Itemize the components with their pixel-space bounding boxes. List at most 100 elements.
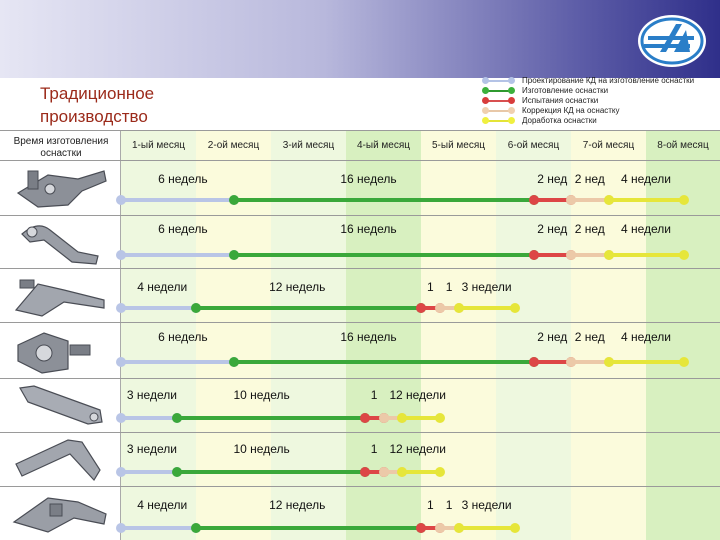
timeline-node-correction [434,303,445,313]
fixture-frame-icon [12,497,107,533]
timeline-node-test [528,250,539,260]
timeline-node-rework [509,303,520,313]
timeline-segment-manufacture [177,416,365,420]
timeline-segment-correction [383,470,403,474]
timeline-node-correction [434,523,445,533]
timeline-segment-rework [608,253,684,257]
timeline-segment-correction [571,198,609,202]
duration-label-test: 1 [370,388,378,402]
duration-label-rework: 4 недели [620,172,672,186]
legend-item-manufacture: Изготовление оснастки [482,86,718,96]
month-label-1: 1-ый месяц [131,140,186,151]
month-label-2: 2-ой месяц [207,140,260,151]
duration-label-rework: 4 недели [620,330,672,344]
timeline-segment-rework [458,306,515,310]
legend-item-rework: Доработка оснастки [482,116,718,126]
duration-label-design: 6 недель [158,172,208,186]
timeline-segment-test [533,360,571,364]
timeline-segment-correction [571,360,609,364]
duration-label-design: 6 недель [158,222,208,236]
timeline-node-rework [678,357,689,367]
duration-label-test: 2 нед [537,330,568,344]
timeline-segment-manufacture [196,526,421,530]
timeline-node-design [116,413,126,423]
timeline-segment-rework [458,526,515,530]
month-column-5 [421,130,496,540]
month-column-3 [271,130,346,540]
duration-label-correction: 2 нед [574,330,605,344]
timeline-segment-design [121,198,234,202]
timeline-node-manufacture [228,357,239,367]
row-separator [0,486,720,487]
duration-label-correction: 1 [389,442,397,456]
duration-label-rework: 3 недели [461,280,512,294]
timeline-node-test [528,357,539,367]
timeline-node-test [528,195,539,205]
timeline-node-rework [603,195,614,205]
timeline-node-rework [453,523,464,533]
fixture-link-icon [19,385,103,425]
legend-item-correction: Коррекция КД на оснастку [482,106,718,116]
timeline-segment-manufacture [233,360,534,364]
duration-label-test: 1 [370,442,378,456]
timeline-node-correction [378,467,389,477]
timeline-node-test [416,523,426,533]
timeline-node-design [116,523,126,533]
timeline-node-manufacture [191,523,201,533]
page-title-line-2: производство [40,107,148,126]
duration-label-correction: 1 [389,388,397,402]
timeline-segment-manufacture [196,306,421,310]
duration-label-rework: 4 недели [620,222,672,236]
row-separator [0,268,720,269]
timeline-node-test [416,303,426,313]
duration-label-test: 2 нед [537,172,568,186]
timeline-segment-design [121,306,196,310]
timeline-node-correction [378,413,389,423]
timeline-node-rework [397,467,408,477]
duration-label-design: 3 недели [126,388,177,402]
legend-label: Изготовление оснастки [522,86,609,95]
timeline-segment-correction [383,416,403,420]
timeline-node-rework [603,250,614,260]
timeline-segment-design [121,253,234,257]
month-label-3: 3-ий месяц [282,140,335,151]
fixture-lever-icon [14,279,105,317]
row-separator [0,322,720,323]
timeline-segment-rework [608,360,684,364]
month-label-6: 6-ой месяц [507,140,560,151]
legend-label: Доработка оснастки [522,116,597,125]
timeline-segment-test [533,198,571,202]
timeline-segment-manufacture [177,470,365,474]
duration-label-manufacture: 12 недель [269,280,326,294]
timeline-node-correction [566,357,576,367]
timeline-segment-design [121,416,178,420]
timeline-segment-correction [571,253,609,257]
timeline-node-manufacture [172,467,183,477]
timeline-node-design [116,250,126,260]
row-separator [0,160,720,161]
row-separator [0,215,720,216]
timeline-node-correction [566,195,576,205]
duration-label-correction: 1 [445,498,453,512]
timeline-node-rework [397,413,408,423]
row-separator [0,432,720,433]
fixture-housing-icon [17,332,91,374]
duration-label-manufacture: 12 недель [269,498,326,512]
row-separator [0,130,720,131]
timeline-node-rework [678,195,689,205]
page-title: Традиционное производство [40,82,154,128]
timeline-segment-correction [439,526,459,530]
month-label-7: 7-ой месяц [582,140,635,151]
timeline-node-test [359,467,370,477]
legend-label: Проектирование КД на изготовление оснаст… [522,76,695,85]
duration-label-rework: 3 недели [461,498,512,512]
fixture-beam-icon [15,439,101,481]
duration-label-test: 1 [427,280,434,294]
duration-label-test: 1 [427,498,434,512]
timeline-node-design [116,467,126,477]
duration-label-design: 6 недель [158,330,208,344]
timeline-node-correction [566,250,576,260]
duration-label-design: 3 недели [126,442,177,456]
legend: Проектирование КД на изготовление оснаст… [482,76,718,126]
timeline-segment-design [121,526,196,530]
